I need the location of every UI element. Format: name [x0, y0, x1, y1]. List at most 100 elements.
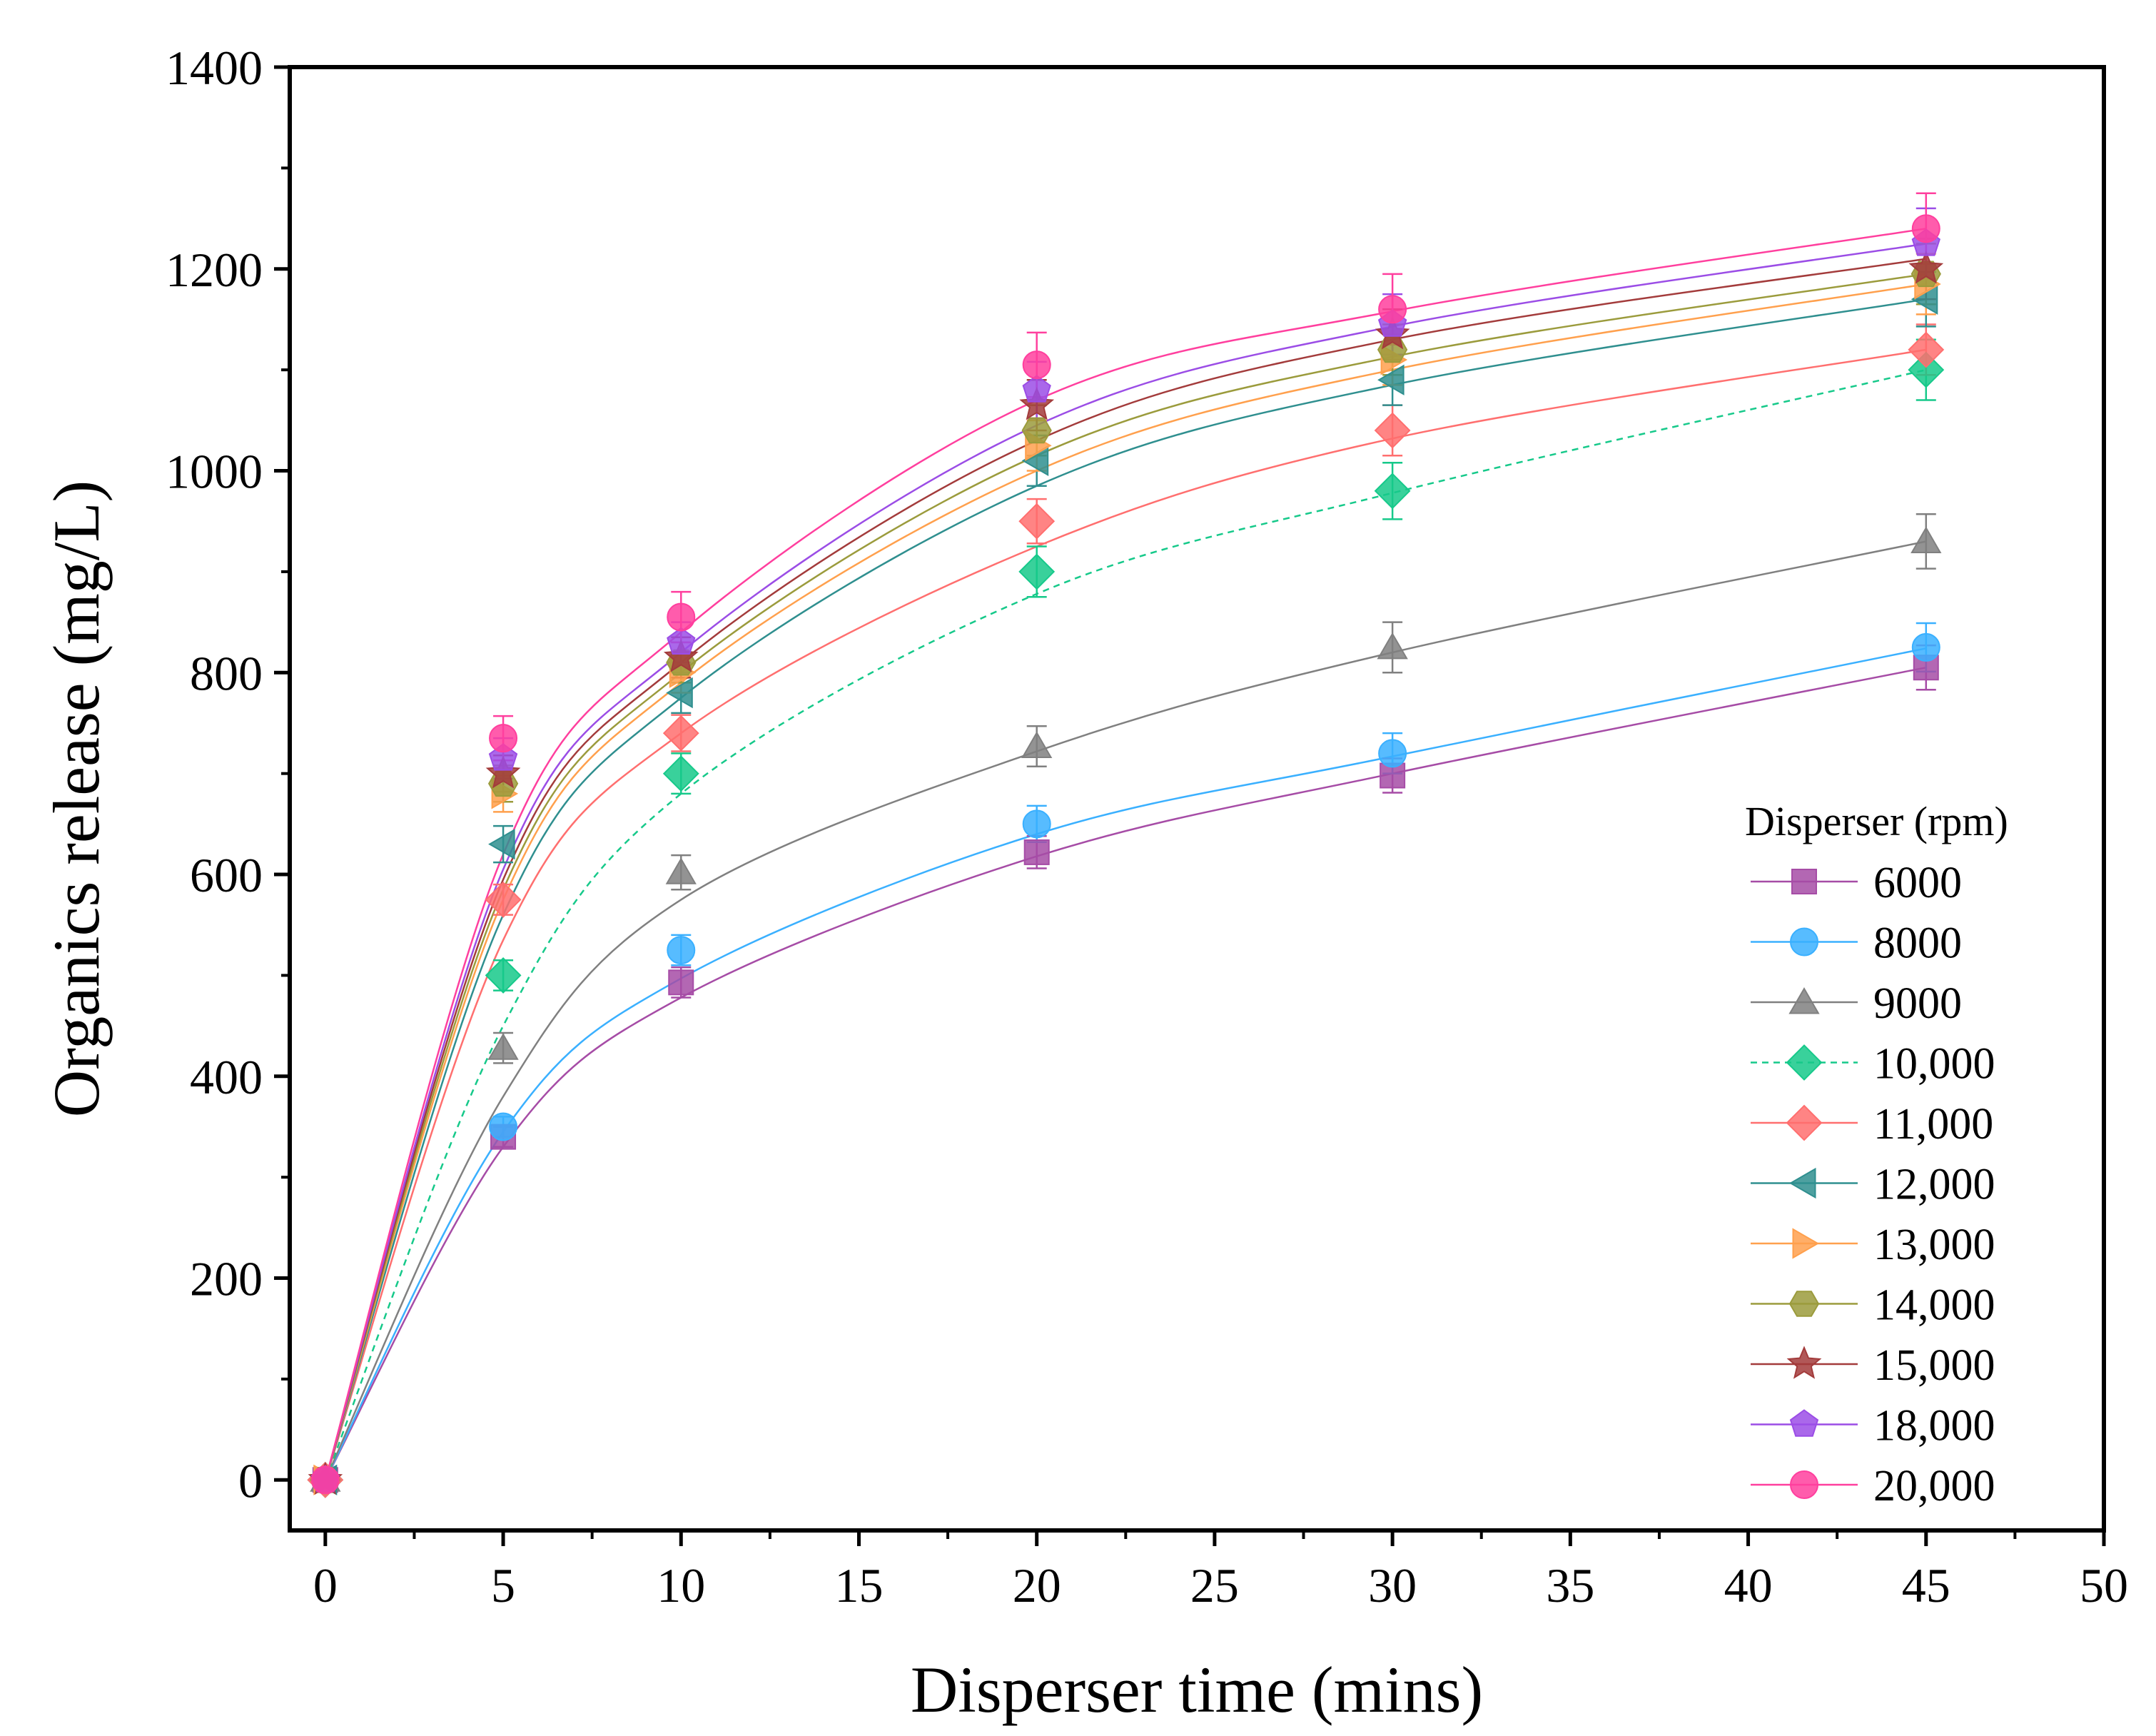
x-tick-label: 30 — [1368, 1558, 1417, 1613]
legend-entry: 15,000 — [1751, 1341, 1995, 1390]
data-point — [1018, 503, 1056, 540]
y-tick-label: 800 — [190, 646, 263, 700]
data-point — [667, 627, 696, 655]
legend-marker — [1786, 1104, 1823, 1141]
data-point — [666, 677, 693, 709]
data-point — [485, 881, 522, 918]
fit-curve-14000 — [324, 273, 1926, 1480]
data-point — [1911, 214, 1940, 243]
fit-curve-15000 — [324, 258, 1926, 1480]
legend-label: 8000 — [1873, 919, 1962, 968]
axis-ticks — [274, 65, 2106, 1546]
legend-marker — [1788, 1167, 1816, 1199]
y-tick-label: 400 — [190, 1050, 263, 1104]
fit-curve-13000 — [324, 283, 1926, 1480]
legend-label: 12,000 — [1873, 1161, 1995, 1209]
y-tick-label: 1000 — [166, 445, 263, 499]
x-tick-label: 35 — [1546, 1558, 1594, 1613]
data-point — [310, 1465, 340, 1495]
legend-label: 11,000 — [1873, 1100, 1993, 1149]
x-tick-label: 45 — [1902, 1558, 1950, 1613]
fit-curve-6000 — [324, 666, 1927, 1480]
legend-entry: 9000 — [1751, 979, 1962, 1028]
x-tick-label: 5 — [491, 1558, 515, 1613]
legend-entry: 14,000 — [1751, 1281, 1995, 1330]
legend-label: 20,000 — [1873, 1462, 1995, 1510]
data-point — [489, 724, 518, 753]
legend-label: 14,000 — [1873, 1281, 1995, 1330]
data-point — [485, 755, 521, 789]
y-tick-label: 1200 — [166, 243, 263, 297]
data-point — [1022, 375, 1051, 403]
data-point — [1022, 809, 1051, 839]
x-tick-label: 0 — [313, 1558, 338, 1613]
data-point — [1908, 331, 1945, 368]
legend: Disperser (rpm) 6000 8000 9000 10,000 11,000… — [1745, 798, 2008, 1510]
error-bars — [493, 192, 1936, 1149]
legend-entry: 18,000 — [1751, 1402, 1995, 1450]
data-point — [1908, 351, 1945, 388]
legend-marker — [1791, 869, 1817, 894]
y-axis-title: Organics release (mg/L) — [40, 480, 113, 1117]
legend-entry: 20,000 — [1751, 1462, 1995, 1510]
x-tick-label: 10 — [657, 1558, 705, 1613]
data-point — [1377, 364, 1405, 395]
data-point — [489, 1112, 518, 1141]
data-point — [1374, 412, 1411, 449]
legend-entry: 6000 — [1751, 859, 1962, 907]
y-tick-label: 1400 — [166, 41, 263, 95]
data-point — [1378, 295, 1407, 324]
y-tick-label: 0 — [238, 1453, 263, 1508]
legend-entry: 10,000 — [1751, 1040, 1995, 1089]
fit-curve-8000 — [324, 647, 1927, 1480]
data-point — [667, 936, 696, 965]
data-point — [668, 969, 694, 996]
data-point — [665, 857, 697, 884]
legend-label: 10,000 — [1873, 1040, 1995, 1089]
data-point — [667, 602, 696, 632]
fit-curve-20000 — [324, 227, 1926, 1480]
fit-curve-18000 — [324, 243, 1926, 1480]
x-tick-label: 25 — [1190, 1558, 1239, 1613]
fit-curve-11000 — [324, 348, 1927, 1480]
data-point — [488, 828, 515, 860]
legend-marker — [1786, 1346, 1822, 1379]
y-tick-label: 600 — [190, 848, 263, 902]
legend-label: 13,000 — [1873, 1221, 1995, 1269]
legend-marker — [1790, 927, 1818, 957]
plot-content — [307, 192, 1945, 1498]
legend-marker — [1792, 1228, 1820, 1259]
axis-labels: 0 5 10 15 20 25 30 35 40 45 50 0 200 400 600 800 1000 120… — [166, 41, 2128, 1613]
fit-curve-12000 — [324, 298, 1926, 1480]
legend-entry: 8000 — [1751, 919, 1962, 968]
plot-frame — [288, 65, 2106, 1533]
fit-curves — [324, 227, 1927, 1480]
data-point — [1021, 417, 1052, 444]
data-point — [1019, 387, 1055, 420]
x-tick-label: 40 — [1724, 1558, 1773, 1613]
data-point — [485, 957, 522, 994]
x-tick-label: 15 — [834, 1558, 883, 1613]
legend-label: 18,000 — [1873, 1402, 1995, 1450]
legend-label: 6000 — [1873, 859, 1962, 907]
legend-marker — [1788, 986, 1820, 1014]
legend-marker — [1788, 1291, 1820, 1317]
legend-entry: 11,000 — [1751, 1100, 1993, 1149]
legend-entry: 13,000 — [1751, 1221, 1995, 1269]
data-point — [1018, 553, 1056, 590]
x-axis-title: Disperser time (mins) — [911, 1653, 1483, 1726]
fit-curve-10000 — [324, 368, 1927, 1480]
data-point — [663, 639, 699, 672]
legend-label: 9000 — [1873, 979, 1962, 1028]
data-point — [662, 715, 699, 752]
data-point — [1021, 731, 1053, 758]
y-tick-label: 200 — [190, 1252, 263, 1306]
fit-curve-9000 — [324, 540, 1927, 1480]
legend-entry: 12,000 — [1751, 1161, 1995, 1209]
data-point — [1377, 632, 1408, 660]
data-point — [487, 1033, 519, 1060]
data-point — [1378, 739, 1407, 768]
data-point — [1910, 526, 1942, 553]
legend-marker — [1789, 1409, 1819, 1437]
